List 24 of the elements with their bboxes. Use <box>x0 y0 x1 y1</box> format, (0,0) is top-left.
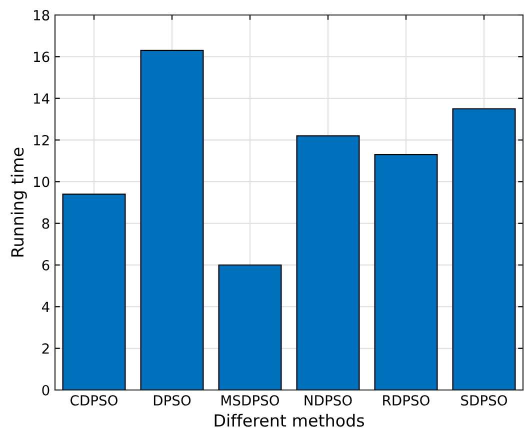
x-axis-title: Different methods <box>214 414 364 427</box>
x-tick-label: MSDPSO <box>222 395 280 406</box>
y-tick-label: 2 <box>42 343 49 354</box>
y-tick-label: 4 <box>42 302 50 312</box>
y-tick-label: 0 <box>42 384 50 396</box>
x-tick-label: RDPSO <box>383 395 430 406</box>
y-tick-label: 14 <box>34 93 50 104</box>
bar <box>452 108 516 390</box>
y-tick-label: 12 <box>34 134 49 146</box>
bar <box>62 194 126 390</box>
y-tick-label: 8 <box>42 218 50 229</box>
y-tick-label: 10 <box>34 176 50 188</box>
x-tick-label: CDPSO <box>70 395 118 406</box>
x-tick-label: DPSO <box>154 395 191 406</box>
y-tick-label: 18 <box>34 10 50 20</box>
x-tick-label: SDPSO <box>461 395 508 406</box>
bar <box>218 264 282 390</box>
x-tick-label: NDPSO <box>304 395 352 406</box>
bar <box>296 135 360 390</box>
y-tick-label: 16 <box>34 52 50 62</box>
bar <box>374 154 438 390</box>
y-tick-label: 6 <box>42 260 50 270</box>
bar <box>140 50 204 390</box>
y-axis-title: Running time <box>10 148 27 256</box>
